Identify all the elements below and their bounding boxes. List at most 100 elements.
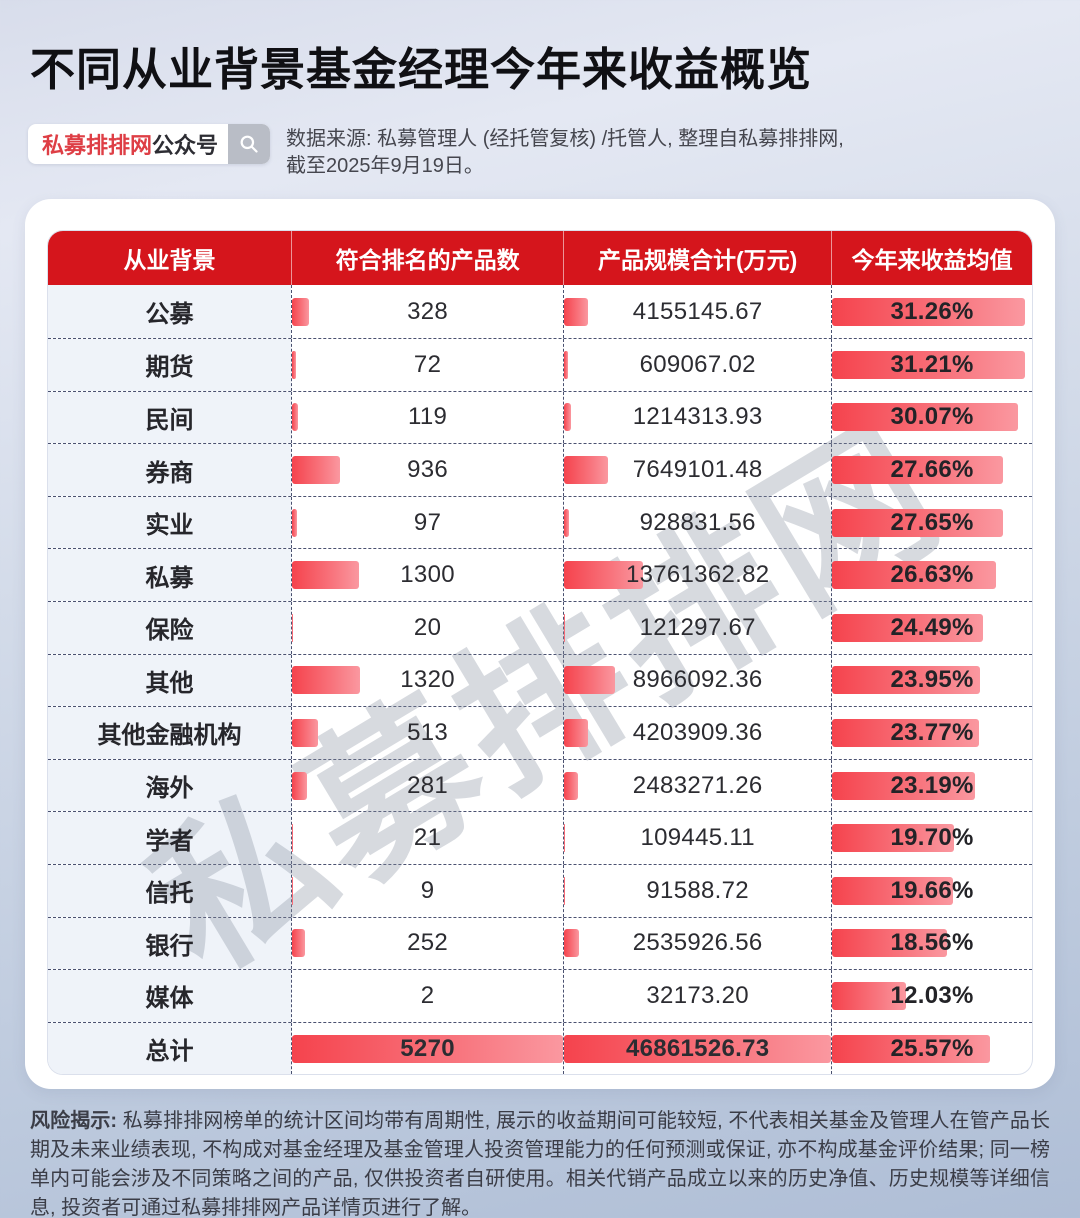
row-label: 学者: [145, 827, 194, 855]
return-bar: [832, 824, 954, 853]
row-label: 券商: [145, 459, 194, 487]
row-products-cell: 513: [291, 707, 563, 759]
row-return-cell: 19.70%: [831, 812, 1032, 864]
col-header-products: 符合排名的产品数: [291, 231, 563, 286]
row-products-cell: 119: [291, 391, 563, 444]
return-bar: [832, 771, 976, 800]
col-header-scale: 产品规模合计(万元): [563, 231, 831, 286]
table-row: 银行 252 2535926.56 18.56%: [48, 916, 1032, 970]
return-bar: [832, 297, 1025, 326]
scale-bar: [564, 350, 568, 379]
row-label: 保险: [145, 617, 194, 645]
table-row: 其他金融机构 513 4203909.36 23.77%: [48, 706, 1032, 759]
return-value: 25.57%: [890, 1034, 974, 1062]
row-return-cell: 18.56%: [831, 917, 1032, 970]
return-value: 23.19%: [890, 771, 974, 799]
row-scale-cell: 46861526.73: [563, 1022, 832, 1075]
scale-bar: [564, 561, 643, 590]
row-label: 信托: [145, 880, 194, 908]
disclaimer-label: 风险揭示:: [30, 1110, 118, 1133]
products-value: 119: [407, 403, 448, 431]
row-scale-cell: 2483271.26: [563, 759, 831, 812]
scale-value: 46861526.73: [625, 1034, 770, 1062]
row-label-cell: 其他金融机构: [48, 707, 292, 759]
table-row: 其他 1320 8966092.36 23.95%: [48, 653, 1032, 707]
row-return-cell: 19.66%: [831, 864, 1032, 917]
returns-table: 私募排排网 从业背景 符合排名的产品数 产品规模合计(万元) 今年来收益均值 公…: [47, 230, 1033, 1076]
row-label-cell: 民间: [48, 391, 292, 444]
row-label-cell: 公募: [48, 285, 292, 339]
products-bar: [292, 613, 294, 642]
scale-value: 609067.02: [639, 350, 756, 378]
row-label-cell: 总计: [48, 1022, 292, 1075]
row-label: 其他: [145, 669, 194, 697]
table-row: 媒体 2 32173.20 12.03%: [48, 969, 1032, 1022]
products-bar: [292, 350, 296, 379]
return-value: 26.63%: [890, 561, 974, 589]
scale-bar: [564, 718, 589, 747]
col-header-return: 今年来收益均值: [831, 231, 1032, 286]
row-return-cell: 12.03%: [831, 970, 1032, 1022]
products-bar: [292, 297, 309, 326]
return-bar: [832, 403, 1018, 432]
row-products-cell: 281: [291, 759, 563, 812]
scale-bar: [564, 613, 565, 642]
return-value: 19.66%: [890, 876, 974, 904]
search-icon: [238, 133, 260, 155]
col-header-background: 从业背景: [123, 247, 216, 274]
row-return-cell: 31.21%: [831, 339, 1032, 391]
row-label: 其他金融机构: [97, 722, 242, 750]
row-products-cell: 20: [291, 602, 563, 654]
row-products-cell: 5270: [291, 1022, 564, 1075]
row-scale-cell: 609067.02: [563, 339, 831, 391]
return-bar: [832, 508, 1003, 537]
row-scale-cell: 4155145.67: [563, 285, 831, 339]
scale-value: 32173.20: [646, 981, 749, 1009]
row-products-cell: 328: [291, 285, 563, 339]
return-value: 23.95%: [890, 666, 974, 694]
scale-bar: [564, 876, 565, 905]
row-label-cell: 银行: [48, 917, 292, 970]
return-bar: [832, 929, 947, 958]
row-products-cell: 97: [291, 496, 563, 549]
scale-value: 4203909.36: [632, 718, 763, 746]
row-label-cell: 学者: [48, 812, 292, 864]
row-scale-cell: 32173.20: [563, 970, 831, 1022]
products-value: 1300: [400, 561, 455, 589]
row-scale-cell: 4203909.36: [563, 707, 831, 759]
return-bar: [832, 876, 954, 905]
meta-row: 私募排排网公众号 数据来源: 私募管理人 (经托管复核) /托管人, 整理自私募…: [28, 124, 1052, 179]
scale-bar: [564, 403, 572, 432]
row-return-cell: 30.07%: [831, 391, 1032, 444]
scale-bar: [564, 456, 608, 485]
products-bar: [292, 929, 305, 958]
products-value: 21: [413, 824, 442, 852]
row-products-cell: 936: [291, 444, 563, 496]
scale-value: 1214313.93: [632, 403, 763, 431]
products-value: 97: [413, 508, 442, 536]
products-bar: [292, 456, 341, 485]
row-products-cell: 252: [291, 917, 563, 970]
scale-value: 2483271.26: [632, 771, 763, 799]
return-bar: [832, 981, 907, 1010]
row-products-cell: 1320: [291, 654, 563, 707]
row-label: 私募: [145, 564, 194, 592]
products-value: 281: [407, 771, 449, 799]
products-value: 9: [420, 876, 435, 904]
return-bar: [832, 456, 1003, 485]
page-title: 不同从业背景基金经理今年来收益概览: [30, 44, 813, 95]
row-label: 民间: [145, 406, 194, 434]
row-scale-cell: 13761362.82: [563, 549, 831, 601]
row-return-cell: 25.57%: [831, 1022, 1032, 1075]
row-label-cell: 期货: [48, 339, 292, 391]
table-row: 学者 21 109445.11 19.70%: [48, 811, 1032, 864]
row-return-cell: 27.65%: [831, 496, 1032, 549]
search-button[interactable]: [228, 124, 271, 165]
data-source-line1: 数据来源: 私募管理人 (经托管复核) /托管人, 整理自私募排排网,: [286, 128, 844, 151]
row-label: 银行: [145, 932, 194, 960]
return-bar: [832, 613, 984, 642]
scale-bar: [564, 297, 588, 326]
row-return-cell: 23.95%: [831, 654, 1032, 707]
products-value: 328: [407, 297, 449, 325]
scale-bar: [564, 1034, 832, 1063]
